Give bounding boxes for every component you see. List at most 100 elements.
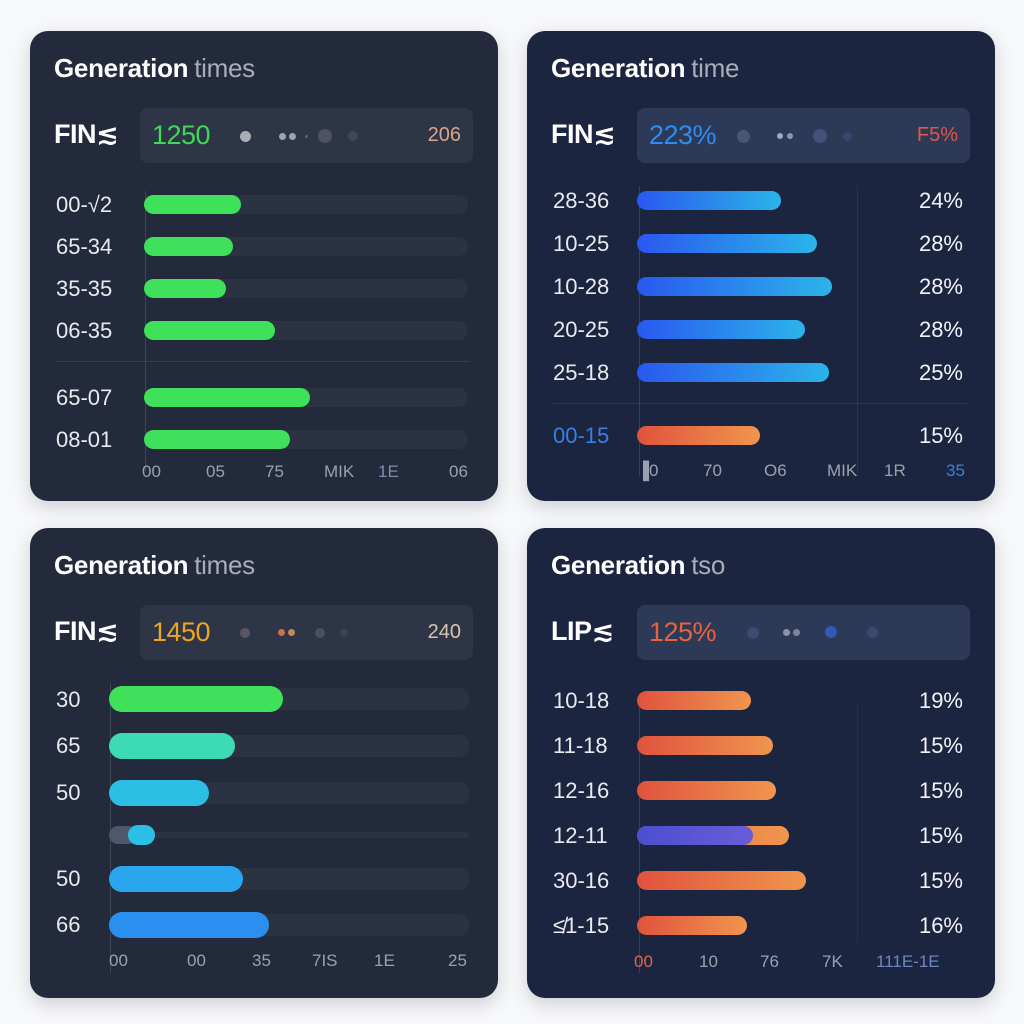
indicator-dot-icon (843, 132, 852, 141)
summary-label: LIP≲ (551, 616, 614, 646)
indicator-dot-icon (288, 629, 295, 636)
x-tick: 00 (187, 951, 206, 970)
bar[interactable] (144, 195, 241, 214)
x-tick: 05 (206, 462, 225, 481)
bar[interactable] (637, 277, 832, 296)
row-label: 35-35 (56, 276, 113, 301)
row-percent: 28% (918, 274, 963, 299)
row-percent: 24% (918, 188, 963, 213)
bar[interactable] (144, 321, 275, 340)
summary-secondary: 206 (427, 124, 461, 146)
row-percent: 15% (918, 868, 963, 893)
row-percent: 15% (918, 733, 963, 758)
bar[interactable] (128, 825, 155, 845)
summary-label: FIN≲ (54, 616, 119, 646)
bar[interactable] (144, 237, 233, 256)
row-percent: 25% (918, 360, 963, 385)
indicator-dot-icon (737, 130, 750, 143)
row-label: 12-16 (553, 778, 610, 803)
row-separator (56, 361, 470, 362)
row-percent: 15% (918, 778, 963, 803)
summary-label: FIN≲ (54, 119, 119, 149)
bar-highlight[interactable] (637, 426, 760, 445)
bar[interactable] (637, 191, 781, 210)
row-label: 08-01 (56, 427, 113, 452)
x-tick: 111E-1E (876, 952, 940, 971)
title-light: times (194, 550, 255, 580)
row-label: 66 (56, 912, 81, 937)
row-label: 06-35 (56, 318, 113, 343)
summary-value: 223% (649, 120, 717, 150)
bar[interactable] (637, 363, 829, 382)
panel-title: Generation tso (551, 550, 725, 581)
bar[interactable] (637, 736, 773, 755)
bar[interactable] (637, 691, 751, 710)
x-tick: 1R (884, 461, 906, 480)
bar[interactable] (109, 866, 243, 892)
row-label: 65-07 (56, 385, 113, 410)
bar[interactable] (637, 234, 817, 253)
grid-line (857, 186, 858, 476)
panel-title: Generation times (54, 550, 255, 581)
summary-box: 223% F5% (637, 108, 970, 163)
x-tick: 1E (378, 462, 399, 481)
indicator-dot-icon (867, 627, 878, 638)
summary-secondary: F5% (916, 124, 958, 146)
summary-box: 1450 240 (140, 605, 473, 660)
indicator-dot-icon (747, 627, 759, 639)
summary-value: 125% (649, 617, 717, 647)
title-bold: Generation (54, 550, 189, 580)
row-label: ≰1-15 (553, 913, 610, 938)
x-tick: 00 (142, 462, 161, 481)
summary-box: 1250 206 (140, 108, 473, 163)
bar[interactable] (637, 781, 776, 800)
row-label: 50 (56, 866, 81, 891)
bar-overlay[interactable] (637, 826, 753, 845)
bar[interactable] (109, 912, 269, 938)
chart-panel-bottom-left: Generation times FIN≲ 1450 240 30 65 50 5… (30, 528, 498, 998)
row-label: 00-√2 (56, 192, 113, 217)
row-label: 30 (56, 687, 81, 712)
x-tick: 75 (265, 462, 284, 481)
row-label: 50 (56, 780, 81, 805)
indicator-dot-icon (318, 129, 332, 143)
indicator-dot-icon (825, 626, 837, 638)
x-tick: 00 (109, 951, 128, 970)
x-tick: 1E (374, 951, 395, 970)
indicator-dot-icon (783, 629, 790, 636)
x-tick: 00 (634, 952, 653, 971)
x-tick: ▐0 (637, 461, 659, 480)
x-tick: 7K (822, 952, 843, 971)
x-tick: 35 (252, 951, 271, 970)
bar-track (109, 832, 469, 838)
row-percent: 15% (918, 823, 963, 848)
indicator-dot-icon (813, 129, 827, 143)
x-tick: O6 (764, 461, 787, 480)
indicator-dot-icon (340, 629, 348, 637)
summary-secondary: 240 (427, 621, 461, 643)
row-label: 10-25 (553, 231, 610, 256)
summary-box: 125% (637, 605, 970, 660)
panel-title: Generation time (551, 53, 739, 84)
indicator-dot-icon (793, 629, 800, 636)
bar[interactable] (637, 871, 806, 890)
title-light: times (194, 53, 255, 83)
x-tick: 06 (449, 462, 468, 481)
bar[interactable] (109, 733, 235, 759)
bar[interactable] (109, 686, 283, 712)
indicator-dot-icon (348, 131, 358, 141)
indicator-dot-icon (278, 629, 285, 636)
summary-value: 1450 (152, 617, 211, 647)
title-bold: Generation (551, 53, 686, 83)
x-tick: 7IS (312, 951, 338, 970)
bar[interactable] (144, 279, 226, 298)
bar[interactable] (637, 320, 805, 339)
title-light: time (691, 53, 740, 83)
row-separator (553, 403, 967, 404)
bar[interactable] (144, 388, 310, 407)
bar[interactable] (109, 780, 209, 806)
row-percent: 16% (918, 913, 963, 938)
bar[interactable] (637, 916, 747, 935)
row-label: 20-25 (553, 317, 610, 342)
bar[interactable] (144, 430, 290, 449)
